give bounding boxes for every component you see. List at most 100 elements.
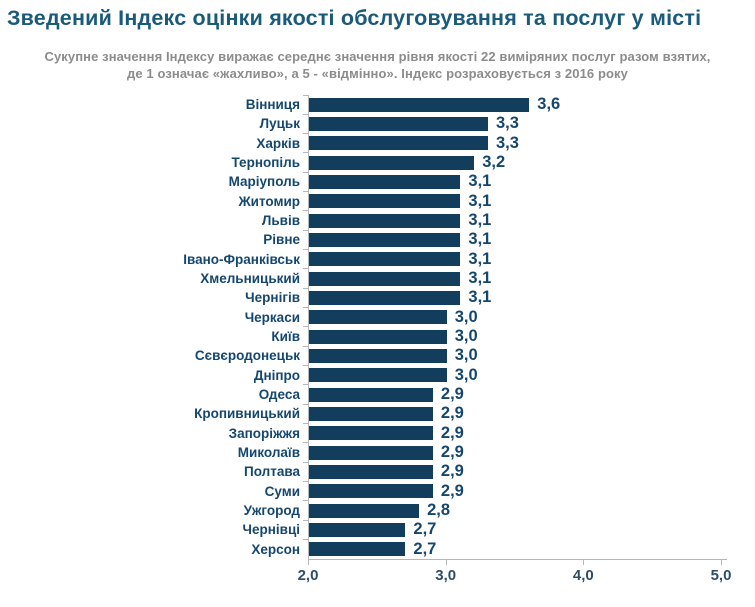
value-label: 3,1 xyxy=(468,249,492,268)
bar-track: 2,7 xyxy=(303,519,755,540)
value-label: 3,3 xyxy=(496,114,519,133)
category-label: Львів xyxy=(261,213,300,229)
value-label: 3,1 xyxy=(468,211,492,230)
bar-track: 2,7 xyxy=(303,539,755,559)
value-label: 2,9 xyxy=(440,404,464,423)
bar-track: 3,1 xyxy=(303,268,755,289)
category-label: Одеса xyxy=(258,387,300,403)
value-label: 3,0 xyxy=(454,346,478,365)
x-axis-tick xyxy=(308,558,309,565)
chart-subtitle-line-2: де 1 означає «жахливо», а 5 - «відмінно»… xyxy=(127,66,628,81)
value-label: 3,1 xyxy=(468,269,492,288)
bar-track: 3,3 xyxy=(303,113,755,134)
bar xyxy=(309,155,475,170)
category-label: Миколаїв xyxy=(237,445,300,461)
bar-row: Одеса 2,9 xyxy=(0,384,755,405)
bar-row: Суми 2,9 xyxy=(0,481,755,501)
bar xyxy=(309,310,447,325)
x-axis: 2,0 3,0 4,0 5,0 xyxy=(298,558,731,591)
bar-row: Харків 3,3 xyxy=(0,133,755,153)
value-label: 3,1 xyxy=(468,288,492,307)
bar-track: 3,6 xyxy=(303,94,755,115)
bar-row: Івано-Франківськ 3,1 xyxy=(0,249,755,269)
bar-row: Чернівці 2,7 xyxy=(0,519,755,540)
bar xyxy=(309,174,461,189)
bar-row: Житомир 3,1 xyxy=(0,191,755,211)
value-label: 2,9 xyxy=(440,385,464,404)
value-label: 2,7 xyxy=(413,520,437,539)
bar xyxy=(309,406,433,421)
bar-row: Чернігів 3,1 xyxy=(0,287,755,308)
bar-chart: Вінниця 3,6 Луцьк 3,3 Харків 3,3 Тернопіль 3,2 М… xyxy=(0,94,755,591)
category-label: Сєвєродонецьк xyxy=(194,348,300,364)
value-label: 3,0 xyxy=(454,327,478,346)
x-axis-tick xyxy=(721,558,722,565)
category-label: Вінниця xyxy=(245,97,300,113)
bar-track: 2,9 xyxy=(303,423,755,443)
bar xyxy=(309,194,461,209)
bar xyxy=(309,290,461,305)
bar xyxy=(309,329,447,344)
bar xyxy=(309,445,433,460)
bar xyxy=(309,252,461,267)
chart-title: Зведений Індекс оцінки якості обслуговув… xyxy=(7,6,702,30)
category-label: Івано-Франківськ xyxy=(183,251,300,267)
bar-row: Львів 3,1 xyxy=(0,210,755,231)
bar-row: Миколаїв 2,9 xyxy=(0,442,755,463)
bar-row: Запоріжжя 2,9 xyxy=(0,423,755,443)
category-label: Рівне xyxy=(263,232,300,248)
bar-row: Черкаси 3,0 xyxy=(0,307,755,327)
bar-track: 3,1 xyxy=(303,249,755,269)
x-axis-tick-label: 5,0 xyxy=(710,566,732,584)
category-label: Харків xyxy=(256,135,300,151)
bar xyxy=(309,271,461,286)
category-label: Херсон xyxy=(251,541,300,557)
bar-row: Полтава 2,9 xyxy=(0,461,755,482)
bar xyxy=(309,503,420,518)
value-label: 3,6 xyxy=(537,95,561,114)
bar-track: 2,9 xyxy=(303,403,755,424)
bar-track: 2,9 xyxy=(303,461,755,482)
chart-subtitle: Сукупне значення Індексу виражає середнє… xyxy=(0,48,755,82)
bar-row: Херсон 2,7 xyxy=(0,539,755,559)
bar-row: Ужгород 2,8 xyxy=(0,500,755,521)
value-label: 3,1 xyxy=(468,191,492,210)
x-axis-tick-label: 4,0 xyxy=(572,566,594,584)
category-label: Дніпро xyxy=(253,367,300,383)
bar-track: 2,9 xyxy=(303,384,755,405)
category-label: Суми xyxy=(264,483,300,499)
category-label: Київ xyxy=(271,329,300,345)
value-label: 3,0 xyxy=(454,307,478,326)
value-label: 3,0 xyxy=(454,365,478,384)
bar-row: Хмельницький 3,1 xyxy=(0,268,755,289)
value-label: 2,9 xyxy=(440,462,464,481)
bar xyxy=(309,522,406,537)
bar-track: 3,1 xyxy=(303,191,755,211)
bar-track: 3,0 xyxy=(303,326,755,347)
bar xyxy=(309,348,447,363)
x-axis-tick xyxy=(445,558,447,565)
chart-subtitle-line-1: Сукупне значення Індексу виражає середнє… xyxy=(44,49,711,64)
bar-track: 3,1 xyxy=(303,171,755,192)
category-label: Тернопіль xyxy=(231,155,300,171)
bar-row: Маріуполь 3,1 xyxy=(0,171,755,192)
value-label: 2,9 xyxy=(440,423,464,442)
bar-row: Рівне 3,1 xyxy=(0,229,755,250)
category-label: Чернівці xyxy=(242,522,301,538)
x-axis-tick xyxy=(583,558,585,565)
value-label: 2,8 xyxy=(427,501,451,520)
bar-row: Вінниця 3,6 xyxy=(0,94,755,115)
category-label: Луцьк xyxy=(259,116,300,132)
category-label: Житомир xyxy=(238,193,300,209)
bar xyxy=(309,484,433,499)
bar-track: 2,8 xyxy=(303,500,755,521)
x-axis-tick-label: 3,0 xyxy=(435,566,457,584)
bar-track: 3,1 xyxy=(303,229,755,250)
bar-track: 3,3 xyxy=(303,133,755,153)
bar-row: Луцьк 3,3 xyxy=(0,113,755,134)
category-label: Запоріжжя xyxy=(228,425,300,441)
value-label: 3,3 xyxy=(496,133,519,152)
bar xyxy=(309,542,406,557)
bar xyxy=(309,426,433,441)
bar-row: Тернопіль 3,2 xyxy=(0,152,755,173)
